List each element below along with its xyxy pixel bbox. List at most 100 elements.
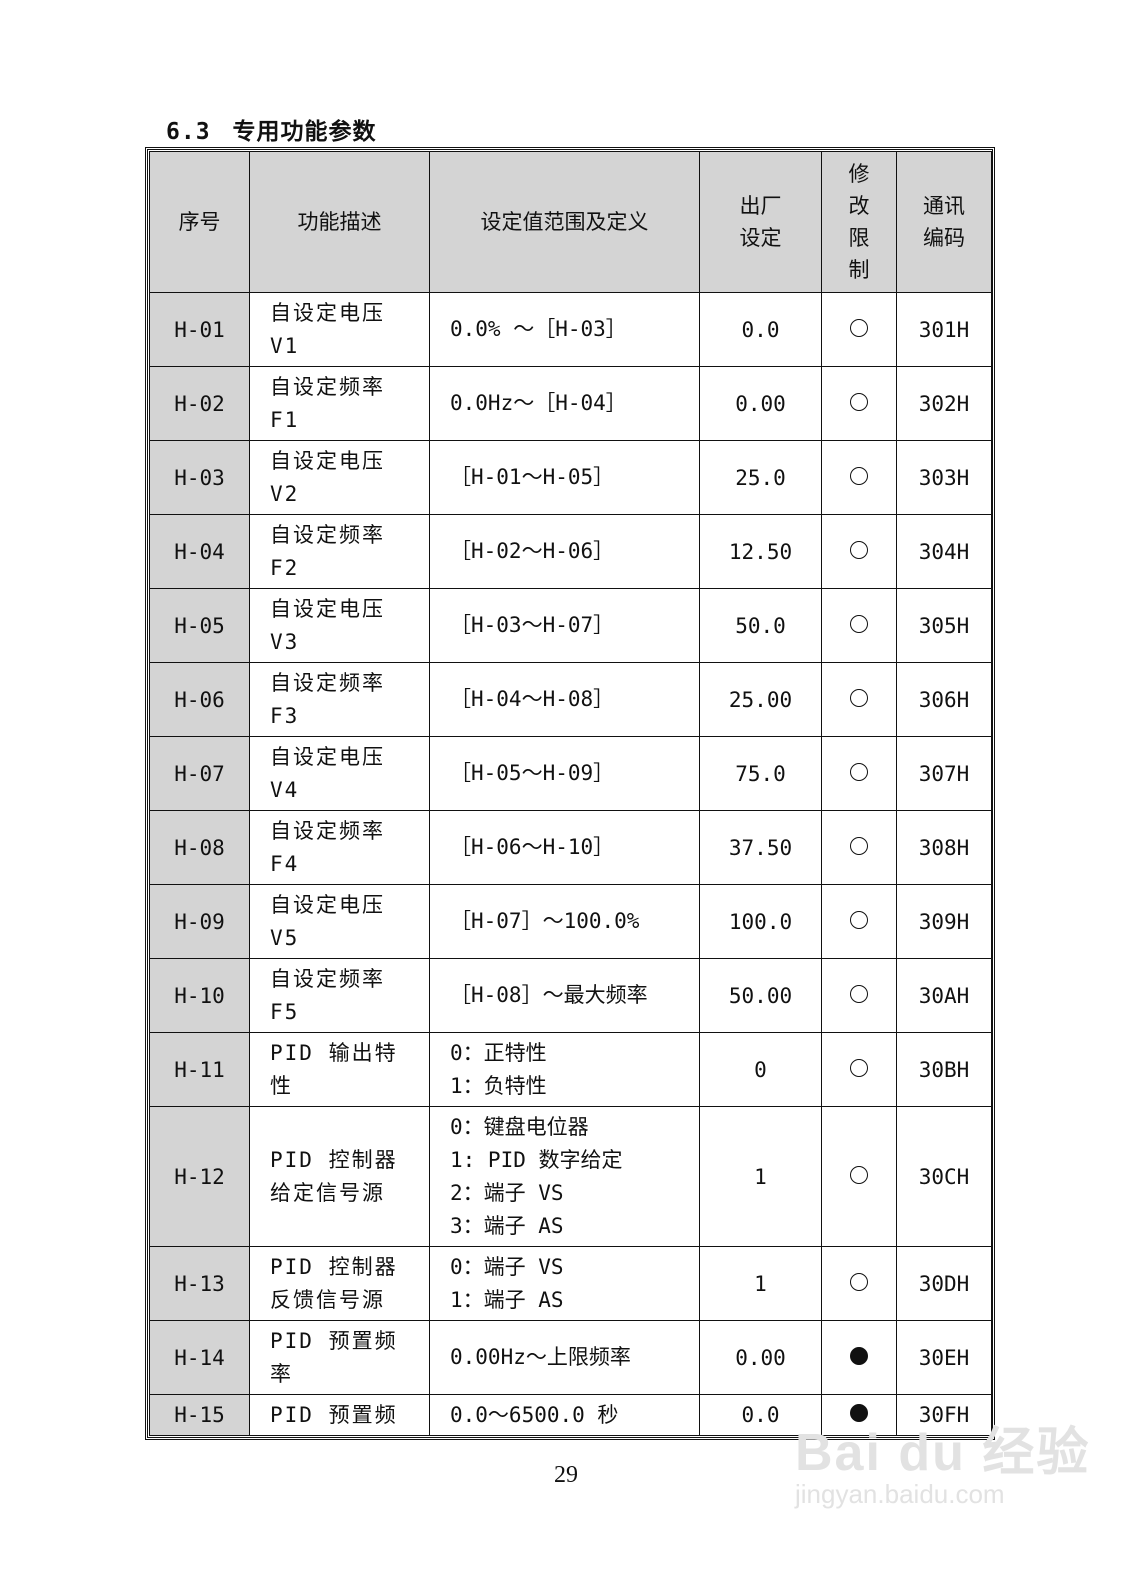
param-range: ［H-01～H-05］	[429, 440, 700, 515]
cell-text: 给定信号源	[270, 1180, 385, 1205]
param-description: PID 控制器 反馈信号源	[249, 1246, 430, 1321]
cell-text: 1：负特性	[450, 1073, 547, 1098]
param-comm-code: 302H	[896, 366, 992, 441]
param-default: 1	[699, 1106, 822, 1247]
param-modify-limit	[821, 440, 897, 515]
param-description: PID 控制器 给定信号源	[249, 1106, 430, 1247]
param-id: H-03	[149, 440, 250, 515]
cell-text: PID 控制器	[270, 1254, 398, 1279]
param-comm-code: 30DH	[896, 1246, 992, 1321]
header-text: 设定值范围及定义	[480, 210, 649, 234]
param-description: 自设定频率 F1	[249, 366, 430, 441]
param-range: 0.0% ～［H-03］	[429, 292, 700, 367]
param-modify-limit	[821, 366, 897, 441]
param-id: H-11	[149, 1032, 250, 1107]
param-comm-code: 303H	[896, 440, 992, 515]
cell-text: ［H-05～H-09］	[450, 761, 615, 785]
param-comm-code: 301H	[896, 292, 992, 367]
table-row: H-01 自设定电压 V1 0.0% ～［H-03］ 0.0 301H	[149, 292, 992, 367]
cell-text: 2：端子 VS	[450, 1180, 564, 1205]
cell-text: 自设定频率	[270, 522, 385, 547]
param-comm-code: 306H	[896, 662, 992, 737]
param-modify-limit	[821, 958, 897, 1033]
param-default: 75.0	[699, 736, 822, 811]
param-description: 自设定电压 V4	[249, 736, 430, 811]
cell-text: 自设定电压	[270, 448, 385, 473]
section-heading: 6.3 专用功能参数	[166, 112, 377, 146]
header-text: 通讯	[923, 194, 965, 218]
cell-text: 自设定频率	[270, 966, 385, 991]
header-text: 制	[848, 258, 870, 282]
param-description: PID 预置频率	[249, 1320, 430, 1395]
watermark-logo: Bai du 经验	[795, 1424, 1091, 1482]
param-description: 自设定电压 V3	[249, 588, 430, 663]
cell-text: 性	[270, 1073, 293, 1098]
cell-text: ［H-04～H-08］	[450, 687, 615, 711]
param-default: 12.50	[699, 514, 822, 589]
param-modify-limit	[821, 810, 897, 885]
param-modify-limit	[821, 884, 897, 959]
param-comm-code: 30EH	[896, 1320, 992, 1395]
cell-text: 3：端子 AS	[450, 1213, 564, 1238]
cell-text: ［H-07］～100.0%	[450, 909, 640, 933]
header-default: 出厂 设定	[699, 151, 822, 293]
param-comm-code: 308H	[896, 810, 992, 885]
header-range: 设定值范围及定义	[429, 151, 700, 293]
table-header-row: 序号 功能描述 设定值范围及定义 出厂 设定修改限制通讯 编码	[149, 151, 992, 293]
param-default: 0.00	[699, 366, 822, 441]
param-default: 37.50	[699, 810, 822, 885]
header-text: 出厂	[739, 194, 782, 218]
cell-text: F5	[270, 999, 300, 1024]
param-range: ［H-02～H-06］	[429, 514, 700, 589]
param-comm-code: 30BH	[896, 1032, 992, 1107]
circle-open-icon	[850, 910, 868, 929]
param-comm-code: 30FH	[896, 1394, 992, 1436]
table-row: H-04 自设定频率 F2 ［H-02～H-06］ 12.50 304H	[149, 514, 992, 589]
param-id: H-15	[149, 1394, 250, 1436]
param-description: 自设定频率 F3	[249, 662, 430, 737]
table-row: H-09 自设定电压 V5 ［H-07］～100.0% 100.0 309H	[149, 884, 992, 959]
param-default: 1	[699, 1246, 822, 1321]
cell-text: 自设定电压	[270, 744, 385, 769]
header-text: 修	[848, 162, 870, 186]
table-row: H-08 自设定频率 F4 ［H-06～H-10］ 37.50 308H	[149, 810, 992, 885]
param-id: H-10	[149, 958, 250, 1033]
param-description: PID 预置频	[249, 1394, 430, 1436]
param-description: 自设定电压 V1	[249, 292, 430, 367]
param-id: H-01	[149, 292, 250, 367]
param-range: 0：键盘电位器 1: PID 数字给定 2：端子 VS 3：端子 AS	[429, 1106, 700, 1247]
cell-text: PID 控制器	[270, 1147, 398, 1172]
table-row: H-07 自设定电压 V4 ［H-05～H-09］ 75.0 307H	[149, 736, 992, 811]
param-description: PID 输出特性	[249, 1032, 430, 1107]
param-id: H-04	[149, 514, 250, 589]
circle-open-icon	[850, 392, 868, 411]
param-range: ［H-08］～最大频率	[429, 958, 700, 1033]
header-index: 序号	[149, 151, 250, 293]
cell-text: PID 预置频	[270, 1328, 398, 1353]
param-id: H-13	[149, 1246, 250, 1321]
param-modify-limit	[821, 736, 897, 811]
cell-text: 自设定电压	[270, 596, 385, 621]
cell-text: 0.0Hz～［H-04］	[450, 391, 627, 415]
header-comm-code: 通讯 编码	[896, 151, 992, 293]
param-comm-code: 304H	[896, 514, 992, 589]
circle-open-icon	[850, 318, 868, 337]
circle-open-icon	[850, 836, 868, 855]
cell-text: 0.00Hz～上限频率	[450, 1345, 631, 1369]
cell-text: 0.0% ～［H-03］	[450, 317, 627, 341]
cell-text: 自设定电压	[270, 892, 385, 917]
cell-text: 0：键盘电位器	[450, 1114, 589, 1139]
cell-text: PID 输出特	[270, 1040, 398, 1065]
section-number: 6.3	[166, 119, 211, 145]
cell-text: V2	[270, 481, 300, 506]
circle-open-icon	[850, 1272, 868, 1291]
param-default: 50.0	[699, 588, 822, 663]
parameter-table-frame: 序号 功能描述 设定值范围及定义 出厂 设定修改限制通讯 编码 H-01 自设定电压 V1 0.…	[145, 147, 995, 1440]
table-row: H-10 自设定频率 F5 ［H-08］～最大频率 50.00 30AH	[149, 958, 992, 1033]
param-range: 0.0Hz～［H-04］	[429, 366, 700, 441]
header-text: 设定	[739, 226, 782, 250]
cell-text: F2	[270, 555, 300, 580]
param-id: H-09	[149, 884, 250, 959]
param-default: 50.00	[699, 958, 822, 1033]
cell-text: ［H-01～H-05］	[450, 465, 615, 489]
